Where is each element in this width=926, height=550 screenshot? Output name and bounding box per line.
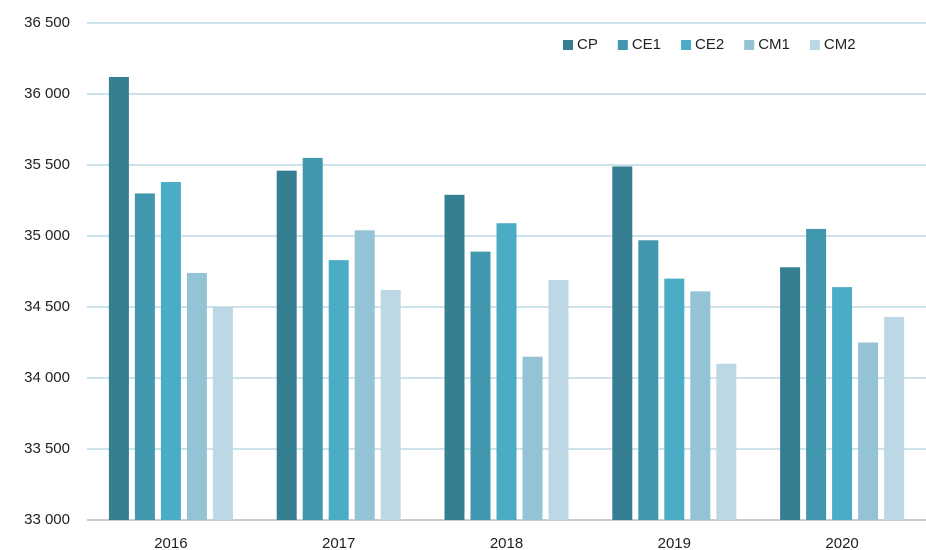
legend-swatch — [563, 40, 573, 50]
bar — [380, 289, 401, 520]
legend-swatch — [617, 40, 628, 50]
bar — [496, 223, 517, 520]
bar — [832, 287, 853, 520]
bar — [858, 342, 879, 520]
y-tick-label: 34 500 — [24, 298, 70, 315]
bar — [664, 278, 685, 520]
legend-label: CE1 — [632, 36, 661, 53]
y-tick-label: 33 000 — [24, 511, 70, 528]
bar — [212, 307, 233, 520]
y-tick-label: 36 500 — [24, 14, 70, 31]
bar — [690, 291, 711, 520]
legend-label: CE2 — [695, 36, 724, 53]
y-tick-label: 36 000 — [24, 85, 70, 102]
y-tick-label: 35 000 — [24, 227, 70, 244]
bar — [470, 251, 491, 520]
legend-label: CM2 — [824, 36, 856, 53]
x-tick-label: 2020 — [825, 535, 858, 550]
y-tick-label: 33 500 — [24, 440, 70, 457]
x-tick-label: 2016 — [154, 535, 187, 550]
legend-swatch — [809, 40, 820, 50]
bar — [108, 76, 129, 521]
bar — [806, 228, 827, 520]
bar — [612, 166, 633, 521]
x-tick-label: 2018 — [490, 535, 523, 550]
bar — [302, 157, 323, 520]
bar — [354, 230, 375, 520]
x-tick-label: 2019 — [658, 535, 691, 550]
bar — [884, 316, 905, 520]
bar — [186, 272, 207, 520]
bar — [716, 363, 737, 520]
bar — [160, 182, 181, 521]
legend-swatch — [744, 40, 755, 50]
bar — [276, 170, 297, 520]
legend-label: CP — [577, 36, 598, 53]
legend-label: CM1 — [758, 36, 790, 53]
bar — [444, 194, 465, 520]
legend-swatch — [681, 40, 692, 50]
x-tick-label: 2017 — [322, 535, 355, 550]
y-tick-label: 34 000 — [24, 369, 70, 386]
bar — [638, 240, 659, 520]
y-tick-label: 35 500 — [24, 156, 70, 173]
bar — [134, 193, 155, 520]
bar — [780, 267, 801, 520]
bar — [522, 356, 543, 520]
bar — [548, 280, 569, 520]
bar — [328, 260, 349, 520]
